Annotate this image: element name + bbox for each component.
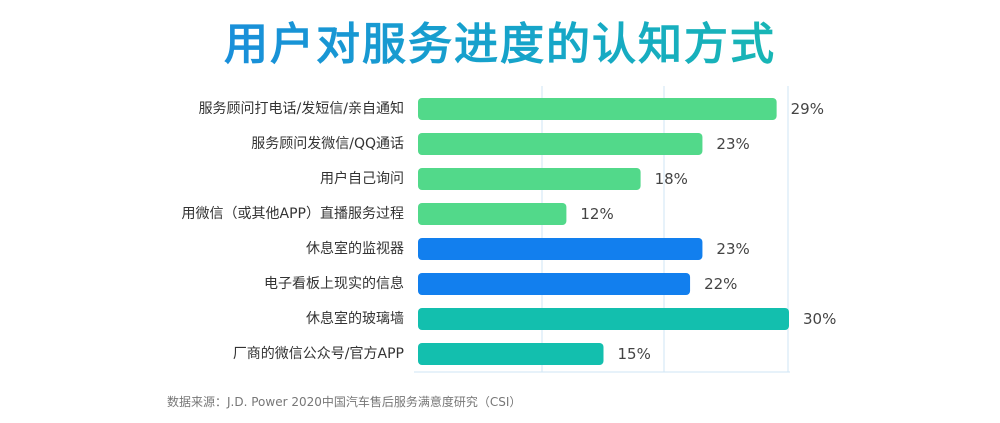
value-label-1: 29% <box>791 100 824 118</box>
category-label-3: 用户自己询问 <box>320 170 404 187</box>
bar-2 <box>418 133 703 155</box>
bar-8 <box>418 343 604 365</box>
value-label-6: 22% <box>704 275 737 293</box>
bar-4 <box>418 203 567 225</box>
category-label-7: 休息室的玻璃墙 <box>306 310 404 327</box>
source-note: 数据来源：J.D. Power 2020中国汽车售后服务满意度研究（CSI） <box>167 395 522 409</box>
value-label-3: 18% <box>655 170 688 188</box>
category-label-2: 服务顾问发微信/QQ通话 <box>251 136 404 152</box>
category-labels: 服务顾问打电话/发短信/亲自通知服务顾问发微信/QQ通话用户自己询问用微信（或其… <box>182 100 404 362</box>
value-label-4: 12% <box>580 205 613 223</box>
value-label-2: 23% <box>716 135 749 153</box>
category-label-6: 电子看板上现实的信息 <box>264 275 404 292</box>
bar-7 <box>418 308 789 330</box>
bar-6 <box>418 273 691 295</box>
value-label-5: 23% <box>716 240 749 258</box>
category-label-5: 休息室的监视器 <box>306 240 404 257</box>
value-label-7: 30% <box>803 310 836 328</box>
bar-1 <box>418 98 777 120</box>
category-label-1: 服务顾问打电话/发短信/亲自通知 <box>199 100 404 117</box>
category-label-8: 厂商的微信公众号/官方APP <box>233 346 404 362</box>
value-label-8: 15% <box>618 345 651 363</box>
bar-5 <box>418 238 703 260</box>
category-label-4: 用微信（或其他APP）直播服务过程 <box>182 205 404 222</box>
chart-title: 用户对服务进度的认知方式 <box>0 8 1000 72</box>
bars <box>418 98 789 365</box>
bar-3 <box>418 168 641 190</box>
value-labels: 29% 23% 18% 12% 23% 22% 30% 15% <box>580 100 836 363</box>
